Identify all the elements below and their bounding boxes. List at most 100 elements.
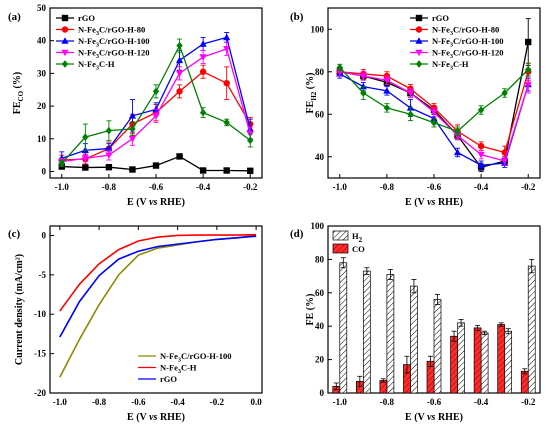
marker-p1-sL-3 (415, 49, 423, 57)
legend-label-sub: 3 (96, 66, 99, 72)
legend-item-0: rGO (56, 13, 95, 23)
x-tick-label: -0.4 (170, 397, 185, 407)
marker-p0-s3-7 (223, 46, 231, 53)
legend-label-part: rGO (78, 13, 95, 23)
legend-item-2: N-Fe3C/rGO-H-100 (410, 36, 503, 49)
legend-label: N-Fe3C/rGO-H-80 (432, 25, 499, 38)
legend-label-part: C/rGO-H-120 (453, 48, 504, 58)
x-tick-label: -1.0 (333, 182, 348, 192)
legend-swatch-1 (332, 243, 349, 254)
legend-item-1: N-Fe3C-H (138, 363, 197, 375)
marker-p1-s4-7 (501, 89, 508, 97)
legend-item-3: N-Fe3C/rGO-H-120 (56, 48, 149, 61)
series-4 (336, 62, 532, 136)
legend-item-4: N-Fe3C-H (410, 59, 469, 72)
marker-p1-s4-5 (454, 127, 461, 136)
legend-label: rGO (160, 374, 177, 384)
bar-0-8 (527, 265, 536, 394)
x-axis-label-part: E (V (127, 197, 149, 208)
marker-p1-s4-3 (407, 110, 414, 119)
marker-p0-s3-1 (81, 155, 89, 163)
y-axis-label-main: FE (12, 101, 23, 114)
bar-0-4 (433, 299, 442, 394)
marker-p0-s0-2 (105, 164, 113, 171)
x-axis-label: E (V vs RHE) (405, 412, 463, 423)
x-tick-label: -0.6 (427, 397, 442, 407)
legend-label: N-Fe3C/rGO-H-120 (432, 48, 503, 61)
marker-p0-sL-4 (61, 60, 69, 68)
legend-label: N-Fe3C/rGO-H-120 (78, 48, 149, 61)
y-axis-label-main: FE (305, 100, 316, 113)
legend-label-sub: 3 (450, 66, 453, 72)
x-tick-label: -0.2 (521, 397, 536, 407)
marker-p0-s3-3 (128, 135, 137, 143)
legend-label-part: rGO (432, 13, 449, 23)
x-axis-label-part: vs (427, 197, 435, 208)
legend-item-2: N-Fe3C/rGO-H-100 (56, 36, 149, 49)
marker-p1-s2-6 (477, 161, 485, 169)
y-tick-label: 0 (42, 166, 47, 176)
legend-label-part: N-Fe (160, 351, 178, 361)
x-tick-label: -0.2 (521, 182, 536, 192)
marker-p1-s3-6 (477, 151, 485, 159)
marker-p0-s4-7 (223, 118, 230, 127)
legend-label-part: C/rGO-H-120 (99, 48, 150, 58)
marker-p0-s4-8 (247, 136, 254, 145)
legend-label-part: N-Fe (78, 36, 96, 46)
marker-p0-s0-3 (129, 166, 136, 173)
panel-0: (a) -1.0 -0.8 -0.6 -0.4 -0.2 0 10 20 30 40 50 E (V v… (8, 3, 263, 208)
panel-1: (b) -1.0 -0.8 -0.6 -0.4 -0.2 40 60 80 100 E (V vs … (290, 7, 541, 208)
legend-label-1-main: CO (352, 244, 365, 254)
legend-label-sub: 3 (96, 54, 99, 60)
x-tick-label: -0.8 (380, 397, 395, 407)
legend-label-0-sub: 2 (359, 236, 363, 244)
marker-p1-s4-1 (360, 89, 367, 97)
panel-label: (d) (290, 228, 304, 240)
y-tick-label: -5 (39, 270, 47, 280)
marker-p1-s3-2 (383, 77, 391, 85)
marker-p0-s2-3 (128, 112, 137, 119)
marker-p1-s3-7 (501, 158, 509, 165)
marker-p1-s3-3 (406, 90, 415, 97)
y-tick-label: 40 (315, 321, 325, 331)
x-axis-label-part: vs (427, 412, 435, 423)
x-tick-label: -0.4 (196, 182, 211, 192)
legend-label-sub: 3 (178, 369, 181, 375)
x-axis-label: E (V vs RHE) (405, 197, 463, 208)
plot-frame (49, 225, 263, 394)
x-tick-label: -1.0 (55, 182, 70, 192)
legend-label: rGO (78, 13, 95, 23)
bar-1-6 (473, 327, 482, 394)
bar-0-2 (386, 274, 395, 394)
y-tick-label: 0 (42, 230, 47, 240)
y-axis-label: FECO (%) (12, 72, 25, 114)
marker-p1-s0-8 (525, 38, 532, 46)
legend-label-sub: 3 (178, 358, 181, 364)
y-axis-label-unit: (%) (305, 73, 316, 92)
marker-p1-s2-2 (383, 87, 391, 94)
panel-label: (a) (8, 11, 21, 23)
y-tick-label: 60 (315, 109, 325, 119)
x-axis-label-part: E (V (405, 197, 427, 208)
marker-p0-s0-6 (199, 167, 207, 174)
y-axis-label: FEH2 (%) (305, 73, 318, 114)
legend-label-part: N-Fe (432, 59, 450, 69)
legend-item-2: rGO (138, 374, 177, 384)
marker-p0-s4-2 (105, 126, 113, 135)
y-tick-label: -10 (34, 309, 46, 319)
marker-p0-s1-7 (223, 79, 230, 87)
marker-p0-s0-5 (176, 153, 183, 160)
y-tick-label: 20 (315, 355, 325, 365)
series-0 (58, 153, 254, 175)
marker-p0-s0-7 (223, 167, 230, 174)
series-1 (59, 233, 257, 312)
legend-label-part: C-H (99, 59, 115, 69)
x-tick-label: -0.6 (131, 397, 146, 407)
bar-1-7 (497, 324, 506, 394)
marker-p0-s0-4 (152, 162, 160, 169)
y-tick-label: 40 (315, 152, 325, 162)
x-axis-label-part: vs (149, 412, 157, 423)
legend-label-sub: 3 (96, 31, 99, 37)
legend-label: N-Fe3C/rGO-H-100 (78, 36, 149, 49)
